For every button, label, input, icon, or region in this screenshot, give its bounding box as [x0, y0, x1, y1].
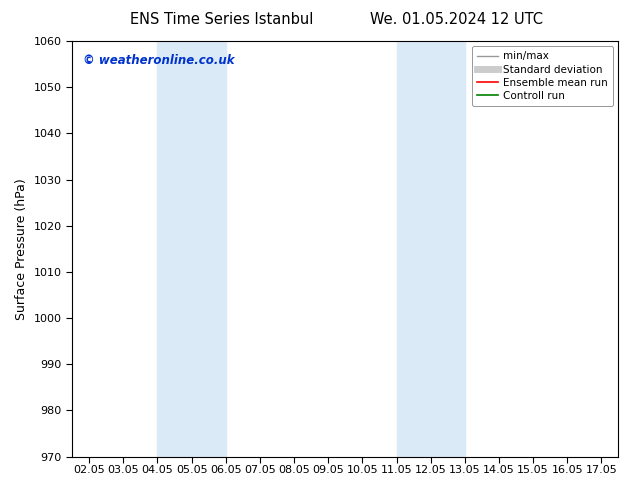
Legend: min/max, Standard deviation, Ensemble mean run, Controll run: min/max, Standard deviation, Ensemble me… — [472, 46, 613, 106]
Y-axis label: Surface Pressure (hPa): Surface Pressure (hPa) — [15, 178, 28, 320]
Text: ENS Time Series Istanbul: ENS Time Series Istanbul — [130, 12, 314, 27]
Text: © weatheronline.co.uk: © weatheronline.co.uk — [83, 53, 235, 67]
Text: We. 01.05.2024 12 UTC: We. 01.05.2024 12 UTC — [370, 12, 543, 27]
Bar — [157, 41, 226, 457]
Bar — [396, 41, 465, 457]
